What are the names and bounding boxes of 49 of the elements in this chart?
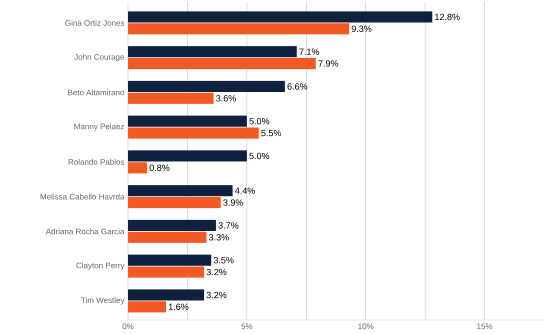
y-tick-label: Melissa Cabello Havrda xyxy=(40,194,124,200)
x-tick-label: 15% xyxy=(477,324,492,330)
bar xyxy=(128,127,259,139)
data-label: 3.2% xyxy=(206,292,226,298)
x-tick-label: 5% xyxy=(241,324,252,330)
bar xyxy=(128,254,212,266)
data-label: 3.7% xyxy=(218,222,238,229)
data-label: 3.9% xyxy=(223,199,244,206)
bar xyxy=(128,46,297,58)
bar xyxy=(128,266,204,278)
bar xyxy=(128,150,247,162)
x-tick-label: 0% xyxy=(122,324,134,330)
y-tick-label: Beto Altamirano xyxy=(68,89,124,96)
data-label: 3.5% xyxy=(214,257,234,264)
y-tick-label: Manny Pelaez xyxy=(74,123,124,131)
data-label: 3.3% xyxy=(208,234,229,240)
bar xyxy=(128,185,233,196)
data-label: 1.6% xyxy=(168,304,188,310)
bar xyxy=(128,220,216,232)
bar xyxy=(128,80,285,92)
bar xyxy=(128,92,214,104)
bar xyxy=(128,196,221,208)
data-label: 5.5% xyxy=(261,130,282,136)
data-label: 3.2% xyxy=(206,268,226,276)
bar xyxy=(128,58,316,70)
data-label: 7.9% xyxy=(318,60,338,67)
data-label: 5.0% xyxy=(249,152,270,160)
data-label: 0.8% xyxy=(150,164,170,171)
bar xyxy=(128,232,206,243)
bar xyxy=(128,116,247,127)
data-label: 4.4% xyxy=(235,188,255,194)
y-tick-label: Tim Westley xyxy=(81,297,124,305)
data-label: 12.8% xyxy=(435,14,460,20)
bar xyxy=(128,23,350,34)
bar xyxy=(128,289,204,301)
data-label: 3.6% xyxy=(216,95,236,102)
bar xyxy=(128,162,148,174)
data-label: 5.0% xyxy=(249,118,270,124)
y-tick-label: Adriana Rocha Garcia xyxy=(46,228,124,234)
y-tick-label: John Courage xyxy=(74,54,124,62)
y-tick-label: Clayton Perry xyxy=(76,262,124,270)
data-label: 7.1% xyxy=(299,48,320,55)
data-label: 6.6% xyxy=(288,83,308,90)
x-tick-label: 10% xyxy=(358,324,374,330)
y-tick-label: Gina Ortiz Jones xyxy=(65,20,124,26)
bar xyxy=(128,301,166,312)
y-tick-label: Rolando Pablos xyxy=(68,158,124,165)
data-label: 9.3% xyxy=(352,26,372,32)
bar xyxy=(128,11,432,23)
